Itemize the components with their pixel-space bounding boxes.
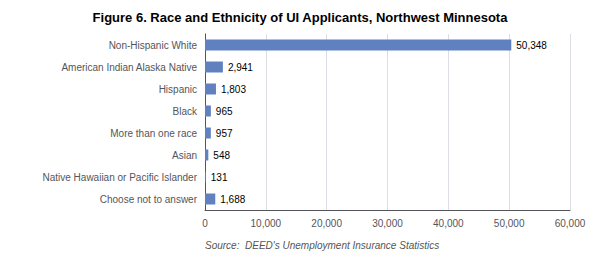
svg-text:40,000: 40,000	[433, 218, 464, 229]
svg-text:More than one race: More than one race	[110, 128, 197, 139]
svg-text:Native Hawaiian or Pacific Isl: Native Hawaiian or Pacific Islander	[42, 172, 197, 183]
svg-text:50,000: 50,000	[494, 218, 525, 229]
svg-text:60,000: 60,000	[555, 218, 586, 229]
svg-text:957: 957	[216, 128, 233, 139]
svg-text:0: 0	[202, 218, 208, 229]
svg-text:American Indian Alaska Native: American Indian Alaska Native	[61, 62, 197, 73]
svg-text:30,000: 30,000	[372, 218, 403, 229]
svg-text:Black: Black	[173, 106, 198, 117]
svg-text:10,000: 10,000	[251, 218, 282, 229]
svg-text:2,941: 2,941	[228, 62, 253, 73]
svg-text:Choose not to answer: Choose not to answer	[100, 194, 198, 205]
svg-text:965: 965	[216, 106, 233, 117]
svg-text:20,000: 20,000	[311, 218, 342, 229]
svg-text:50,348: 50,348	[516, 40, 547, 51]
svg-text:548: 548	[213, 150, 230, 161]
svg-text:Asian: Asian	[172, 150, 197, 161]
svg-text:Source: DEED's Unemployment I: Source: DEED's Unemployment Insurance St…	[205, 240, 439, 251]
svg-text:Figure 6. Race and Ethnicity o: Figure 6. Race and Ethnicity of UI Appli…	[93, 10, 509, 25]
svg-text:1,688: 1,688	[220, 194, 245, 205]
svg-text:1,803: 1,803	[221, 84, 246, 95]
svg-text:131: 131	[211, 172, 228, 183]
svg-text:Hispanic: Hispanic	[159, 84, 197, 95]
svg-text:Non-Hispanic White: Non-Hispanic White	[109, 40, 198, 51]
